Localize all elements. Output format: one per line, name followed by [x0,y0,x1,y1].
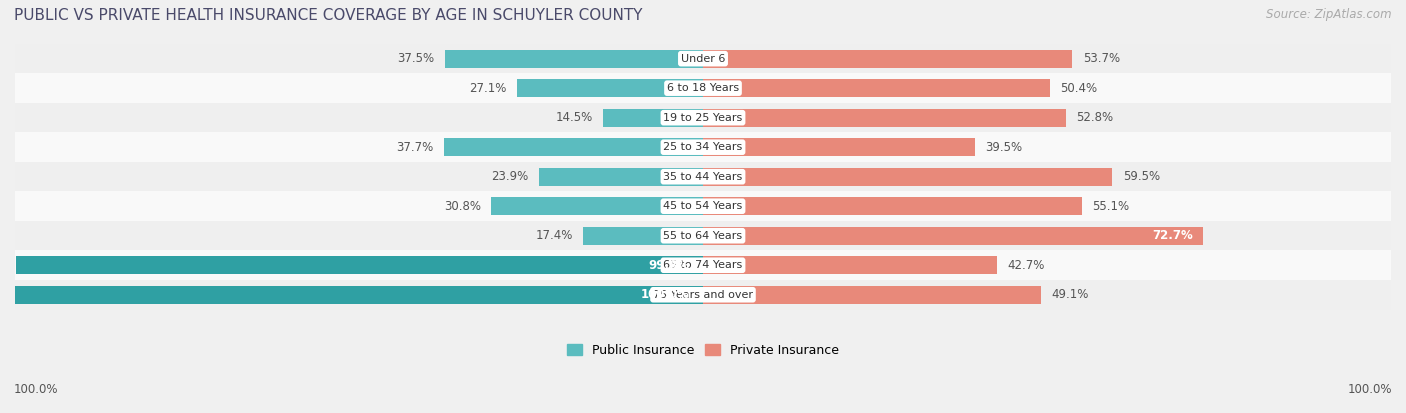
Text: 53.7%: 53.7% [1083,52,1121,65]
Legend: Public Insurance, Private Insurance: Public Insurance, Private Insurance [562,339,844,362]
Bar [703,227,1204,245]
Bar [516,79,703,97]
Bar [17,256,703,274]
Text: 30.8%: 30.8% [444,200,481,213]
Bar [538,168,703,186]
Bar [491,197,703,215]
Bar [703,79,1050,97]
Text: 35 to 44 Years: 35 to 44 Years [664,172,742,182]
Bar [15,251,1391,280]
Text: 100.0%: 100.0% [1347,384,1392,396]
Bar [15,286,703,304]
Text: 75 Years and over: 75 Years and over [652,290,754,300]
Text: 6 to 18 Years: 6 to 18 Years [666,83,740,93]
Bar [703,286,1040,304]
Text: Under 6: Under 6 [681,54,725,64]
Bar [703,138,974,157]
Text: 100.0%: 100.0% [14,384,59,396]
Bar [15,103,1391,133]
Text: 55.1%: 55.1% [1092,200,1129,213]
Text: 59.5%: 59.5% [1122,170,1160,183]
Text: 50.4%: 50.4% [1060,82,1097,95]
Bar [15,74,1391,103]
Text: 45 to 54 Years: 45 to 54 Years [664,201,742,211]
Bar [15,221,1391,251]
Text: 17.4%: 17.4% [536,229,574,242]
Text: PUBLIC VS PRIVATE HEALTH INSURANCE COVERAGE BY AGE IN SCHUYLER COUNTY: PUBLIC VS PRIVATE HEALTH INSURANCE COVER… [14,8,643,23]
Bar [444,138,703,157]
Bar [446,50,703,68]
Bar [703,168,1112,186]
Text: 37.5%: 37.5% [398,52,434,65]
Text: Source: ZipAtlas.com: Source: ZipAtlas.com [1267,8,1392,21]
Text: 100.0%: 100.0% [640,288,689,301]
Text: 99.8%: 99.8% [648,259,689,272]
Text: 19 to 25 Years: 19 to 25 Years [664,113,742,123]
Text: 49.1%: 49.1% [1052,288,1088,301]
Text: 37.7%: 37.7% [396,141,433,154]
Text: 55 to 64 Years: 55 to 64 Years [664,231,742,241]
Text: 27.1%: 27.1% [468,82,506,95]
Bar [15,162,1391,192]
Text: 65 to 74 Years: 65 to 74 Years [664,260,742,270]
Bar [15,280,1391,309]
Bar [603,109,703,127]
Bar [703,50,1073,68]
Text: 23.9%: 23.9% [491,170,529,183]
Text: 14.5%: 14.5% [555,111,593,124]
Text: 25 to 34 Years: 25 to 34 Years [664,142,742,152]
Text: 39.5%: 39.5% [986,141,1022,154]
Text: 42.7%: 42.7% [1007,259,1045,272]
Bar [703,197,1083,215]
Bar [703,256,997,274]
Bar [583,227,703,245]
Bar [15,192,1391,221]
Text: 52.8%: 52.8% [1077,111,1114,124]
Bar [15,44,1391,74]
Text: 72.7%: 72.7% [1152,229,1192,242]
Bar [15,133,1391,162]
Bar [703,109,1066,127]
